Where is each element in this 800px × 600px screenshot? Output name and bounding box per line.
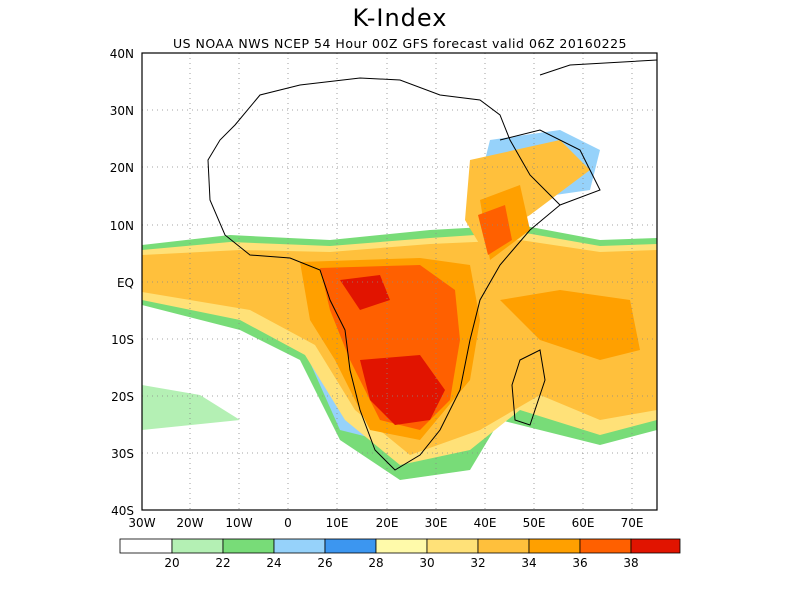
legend-swatch	[528, 538, 581, 554]
lat-label: 10S	[111, 333, 134, 347]
legend-swatch	[273, 538, 326, 554]
legend-swatch	[477, 538, 530, 554]
legend-label: 24	[266, 556, 281, 570]
lon-label: 40E	[474, 516, 497, 530]
field-indian-ocean	[500, 290, 640, 360]
lon-label: 20E	[376, 516, 399, 530]
lat-label: 40S	[111, 504, 134, 518]
lon-label: 0	[284, 516, 292, 530]
map-frame	[141, 52, 658, 511]
legend-swatch	[171, 538, 224, 554]
legend-swatch	[324, 538, 377, 554]
legend-swatch	[119, 538, 173, 554]
field-38-plus	[360, 355, 445, 425]
legend-label: 28	[368, 556, 383, 570]
legend-swatch	[375, 538, 428, 554]
lon-label: 30E	[425, 516, 448, 530]
lon-label: 20W	[176, 516, 203, 530]
lat-label: EQ	[117, 276, 134, 290]
legend-swatch	[222, 538, 275, 554]
coastlines	[207, 59, 657, 471]
lat-axis: 40N 30N 20N 10N EQ 10S 20S 30S 40S	[110, 47, 134, 518]
legend-swatch	[579, 538, 632, 554]
lon-axis: 30W 20W 10W 0 10E 20E 30E 40E 50E 60E 70…	[128, 516, 643, 530]
legend-label: 20	[164, 556, 179, 570]
field-horn-core	[478, 205, 512, 255]
lat-label: 20N	[110, 161, 134, 175]
lat-label: 30N	[110, 104, 134, 118]
field-20-22-south	[142, 385, 240, 430]
legend-label: 22	[215, 556, 230, 570]
lat-label: 10N	[110, 219, 134, 233]
legend-label: 34	[521, 556, 536, 570]
field-congo-peak	[340, 275, 390, 310]
legend-swatch	[630, 538, 681, 554]
legend-label: 26	[317, 556, 332, 570]
chart-title: K-Index	[352, 4, 448, 32]
legend-label: 36	[572, 556, 587, 570]
lon-label: 10E	[326, 516, 349, 530]
lon-label: 60E	[572, 516, 595, 530]
legend-label: 38	[623, 556, 638, 570]
k-index-field	[142, 130, 657, 480]
lon-label: 10W	[225, 516, 252, 530]
legend-label: 30	[419, 556, 434, 570]
color-legend: 20 22 24 26 28 30 32 34 36 38	[119, 538, 681, 570]
grid-lines	[142, 53, 657, 510]
lon-label: 70E	[621, 516, 644, 530]
legend-swatch	[426, 538, 479, 554]
lon-label: 50E	[523, 516, 546, 530]
lat-label: 40N	[110, 47, 134, 61]
lat-label: 20S	[111, 390, 134, 404]
lat-label: 30S	[111, 447, 134, 461]
legend-label: 32	[470, 556, 485, 570]
lon-label: 30W	[128, 516, 155, 530]
chart-subtitle: US NOAA NWS NCEP 54 Hour 00Z GFS forecas…	[172, 36, 628, 51]
